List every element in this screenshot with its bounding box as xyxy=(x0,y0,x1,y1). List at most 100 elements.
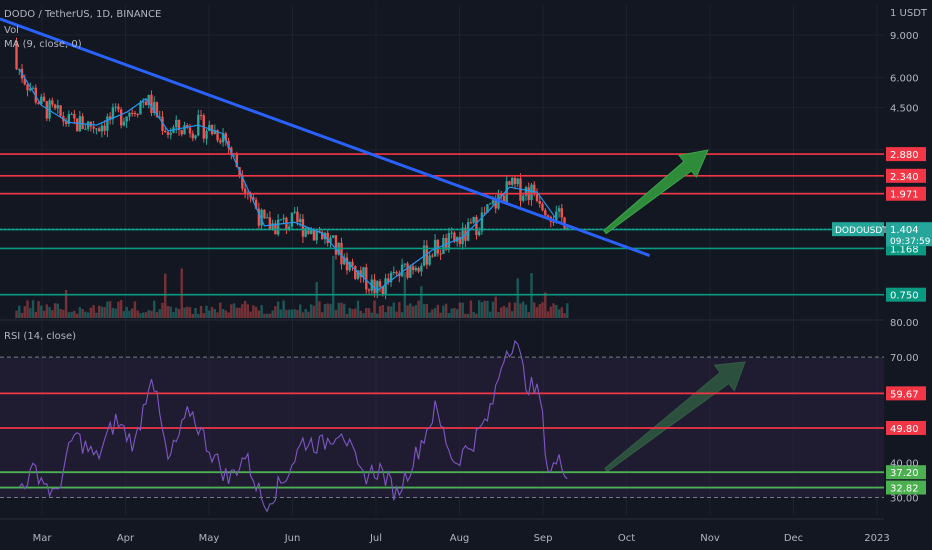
time-axis: Mar Apr May Jun Jul Aug Sep Oct Nov Dec 2023 xyxy=(33,533,890,544)
candle-body xyxy=(304,228,307,237)
candle-body xyxy=(362,267,365,278)
rsi-line xyxy=(18,339,568,513)
candle-body xyxy=(293,211,296,213)
candle-body xyxy=(530,184,533,201)
time-label: Apr xyxy=(117,533,135,544)
volume-bar xyxy=(425,303,429,318)
candle-body xyxy=(31,87,35,89)
volume-bar xyxy=(530,273,533,318)
candle-body xyxy=(428,255,431,265)
candle-body xyxy=(260,209,263,226)
candle-body xyxy=(155,102,159,117)
volume-bars xyxy=(15,255,569,318)
volume-bar xyxy=(527,312,530,318)
rsi-tick-label: 30.00 xyxy=(890,493,919,504)
candle-body xyxy=(461,227,464,245)
volume-bar xyxy=(235,307,239,318)
price-level-label: 2.880 xyxy=(890,150,919,161)
candle-body xyxy=(425,245,429,265)
volume-bar xyxy=(224,310,228,318)
candle-body xyxy=(395,272,398,274)
volume-bar xyxy=(45,304,49,318)
volume-bar xyxy=(535,307,539,318)
volume-bar xyxy=(106,301,109,318)
candle-body xyxy=(257,208,261,226)
candle-body xyxy=(265,217,269,219)
volume-bar xyxy=(232,303,236,318)
volume-bar xyxy=(552,303,555,318)
candle-body xyxy=(343,257,346,265)
time-label: Sep xyxy=(534,533,553,544)
volume-bar xyxy=(175,307,178,318)
time-label: 2023 xyxy=(864,533,889,544)
volume-bar xyxy=(497,311,500,318)
volume-bar xyxy=(522,301,525,318)
candle-body xyxy=(516,178,519,185)
candle-body xyxy=(147,94,150,106)
volume-bar xyxy=(500,307,503,318)
candle-body xyxy=(450,232,453,234)
volume-bar xyxy=(205,305,208,318)
volume-bar xyxy=(480,302,484,318)
volume-bar xyxy=(428,312,431,318)
candle-body xyxy=(505,181,508,204)
rsi-level-tag xyxy=(886,480,926,495)
candle-body xyxy=(334,235,338,255)
volume-bar xyxy=(533,302,536,318)
volume-bar xyxy=(400,312,404,318)
candle-body xyxy=(566,227,569,230)
volume-bar xyxy=(387,306,390,318)
volume-bar xyxy=(337,302,340,318)
candle-body xyxy=(150,94,153,113)
volume-bar xyxy=(194,307,197,318)
rsi-level-tag xyxy=(886,465,926,480)
volume-bar xyxy=(84,311,87,318)
volume-bar xyxy=(332,255,335,318)
candle-body xyxy=(81,116,84,129)
volume-bar xyxy=(183,307,186,318)
candle-body xyxy=(533,184,536,194)
volume-bar xyxy=(282,300,285,318)
volume-bar xyxy=(541,302,544,318)
candle-body xyxy=(354,265,357,279)
candle-body xyxy=(40,96,43,105)
volume-bar xyxy=(202,313,205,318)
volume-bar xyxy=(111,307,115,318)
volume-bar xyxy=(461,302,464,318)
volume-bar xyxy=(62,309,65,318)
volume-bar xyxy=(329,303,332,318)
candle-body xyxy=(469,222,473,224)
volume-bar xyxy=(122,311,126,318)
candle-body xyxy=(494,200,497,209)
volume-bar xyxy=(304,308,307,318)
volume-bar xyxy=(538,304,541,318)
candle-body xyxy=(560,208,563,218)
candle-body xyxy=(538,200,541,204)
volume-bar xyxy=(356,300,360,318)
volume-bar xyxy=(180,268,183,318)
candle-body xyxy=(191,133,194,139)
volume-bar xyxy=(221,308,225,318)
candle-body xyxy=(175,119,178,128)
volume-bar xyxy=(406,305,409,318)
candle-body xyxy=(329,237,332,243)
candle-body xyxy=(180,130,183,135)
candle-body xyxy=(279,219,283,221)
volume-bar xyxy=(210,307,214,318)
volume-bar xyxy=(511,311,514,318)
candle-body xyxy=(483,212,486,214)
ma-line xyxy=(18,68,557,292)
volume-bar xyxy=(409,303,412,318)
volume-bar xyxy=(139,313,142,318)
volume-bar xyxy=(67,312,71,318)
rsi-level-tag xyxy=(886,420,926,435)
candle-body xyxy=(95,128,98,130)
volume-bar xyxy=(516,278,519,318)
volume-bar xyxy=(395,311,398,318)
rsi-level-label: 32.82 xyxy=(890,484,919,495)
time-label: Aug xyxy=(450,533,470,544)
current-price-tag xyxy=(886,222,932,247)
candle-body xyxy=(130,112,134,114)
candle-body xyxy=(108,116,112,120)
volume-bar xyxy=(29,308,32,318)
